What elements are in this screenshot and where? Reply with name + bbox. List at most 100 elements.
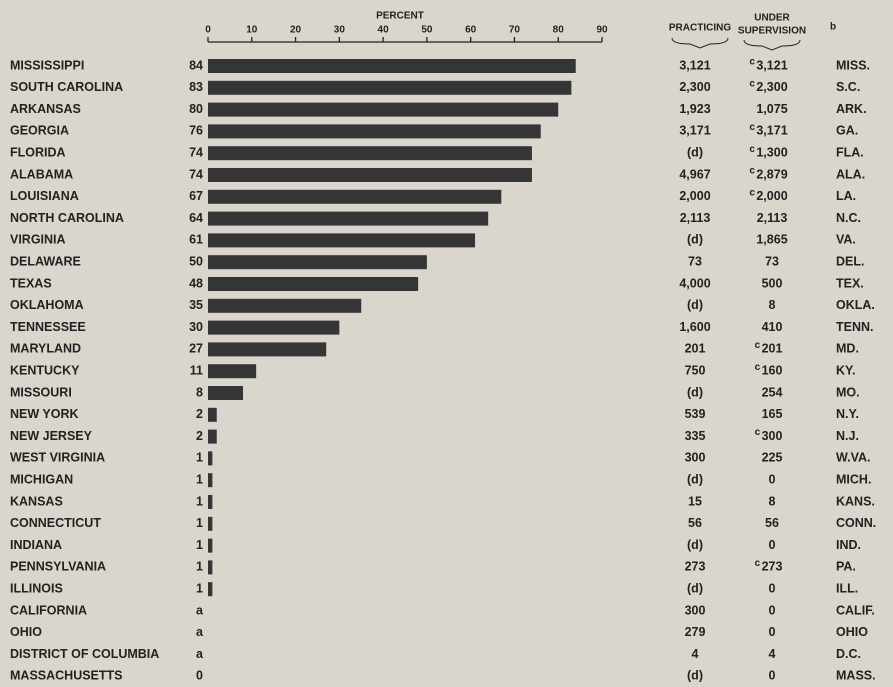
row-label: GEORGIA xyxy=(10,124,69,138)
value-label: 64 xyxy=(189,211,203,225)
practicing-cell: 1,923 xyxy=(679,102,710,116)
abbreviation: MISS. xyxy=(836,58,870,72)
supervision-note: c xyxy=(749,144,755,155)
abbreviation: ARK. xyxy=(836,102,867,116)
bar xyxy=(208,364,257,379)
practicing-cell: 273 xyxy=(685,560,706,574)
x-tick-label: 50 xyxy=(421,25,433,36)
supervision-cell: 8 xyxy=(769,494,776,508)
abbreviation: W.VA. xyxy=(836,451,871,465)
supervision-cell: 0 xyxy=(769,669,776,683)
row-label: PENNSYLVANIA xyxy=(10,560,106,574)
row-label: LOUISIANA xyxy=(10,189,79,203)
supervision-cell: 73 xyxy=(765,254,779,268)
practicing-cell: (d) xyxy=(687,233,703,247)
supervision-cell: 201 xyxy=(762,342,783,356)
practicing-cell: 3,171 xyxy=(679,124,710,138)
supervision-note: c xyxy=(755,558,761,569)
practicing-cell: 1,600 xyxy=(679,320,710,334)
bar xyxy=(208,516,213,531)
row-label: NORTH CAROLINA xyxy=(10,211,124,225)
row-label: MISSOURI xyxy=(10,385,72,399)
value-label: 11 xyxy=(190,363,203,377)
row-label: TENNESSEE xyxy=(10,320,86,334)
bar xyxy=(208,451,213,466)
abbreviation: GA. xyxy=(836,124,858,138)
column-header: SUPERVISION xyxy=(738,26,806,37)
row-label: ARKANSAS xyxy=(10,102,81,116)
bar xyxy=(208,582,213,597)
row-label: MASSACHUSETTS xyxy=(10,669,123,683)
bar xyxy=(208,342,327,357)
supervision-cell: 1,075 xyxy=(756,102,787,116)
row-label: WEST VIRGINIA xyxy=(10,451,105,465)
abbreviation: MD. xyxy=(836,342,859,356)
supervision-cell: 3,121 xyxy=(756,58,787,72)
supervision-cell: 1,865 xyxy=(756,233,787,247)
bar xyxy=(208,233,476,248)
supervision-cell: 0 xyxy=(769,581,776,595)
value-label: 84 xyxy=(189,58,203,72)
abbreviation: N.Y. xyxy=(836,407,859,421)
bar xyxy=(208,473,213,488)
abbreviation: OKLA. xyxy=(836,298,875,312)
practicing-cell: 279 xyxy=(685,625,706,639)
supervision-note: c xyxy=(755,362,761,373)
row-label: CALIFORNIA xyxy=(10,603,87,617)
bar xyxy=(208,277,419,291)
row-label: VIRGINIA xyxy=(10,233,66,247)
bar xyxy=(208,298,362,313)
value-label: 35 xyxy=(189,298,203,312)
row-label: ILLINOIS xyxy=(10,581,63,595)
value-label: 1 xyxy=(196,538,203,552)
practicing-cell: 300 xyxy=(685,603,706,617)
bar xyxy=(208,429,217,444)
abbreviation: VA. xyxy=(836,233,856,247)
row-label: NEW YORK xyxy=(10,407,79,421)
abbreviation: OHIO xyxy=(836,625,868,639)
abbreviation: ILL. xyxy=(836,581,858,595)
abbreviation: MASS. xyxy=(836,669,876,683)
value-label: 67 xyxy=(189,189,203,203)
value-label: 83 xyxy=(189,80,203,94)
supervision-cell: 4 xyxy=(769,647,776,661)
column-header: UNDER xyxy=(754,13,790,24)
abbreviation: DEL. xyxy=(836,254,864,268)
supervision-note: c xyxy=(749,78,755,89)
supervision-cell: 0 xyxy=(769,625,776,639)
abbreviation: ALA. xyxy=(836,167,865,181)
bar xyxy=(208,80,572,95)
x-tick-label: 40 xyxy=(378,25,390,36)
value-label: 27 xyxy=(189,342,203,356)
supervision-cell: 56 xyxy=(765,516,779,530)
x-tick-label: 80 xyxy=(553,25,565,36)
practicing-cell: 4 xyxy=(692,647,699,661)
bar xyxy=(208,560,213,575)
x-tick-label: 90 xyxy=(596,25,608,36)
header-note: b xyxy=(830,22,836,33)
bar xyxy=(208,189,502,204)
row-label: ALABAMA xyxy=(10,167,73,181)
row-label: SOUTH CAROLINA xyxy=(10,80,123,94)
abbreviation: KANS. xyxy=(836,494,875,508)
supervision-cell: 0 xyxy=(769,538,776,552)
supervision-cell: 2,300 xyxy=(756,80,787,94)
row-label: FLORIDA xyxy=(10,145,66,159)
supervision-cell: 8 xyxy=(769,298,776,312)
abbreviation: CALIF. xyxy=(836,603,875,617)
brace xyxy=(743,39,801,51)
supervision-cell: 0 xyxy=(769,603,776,617)
value-label: a xyxy=(196,625,204,639)
row-label: INDIANA xyxy=(10,538,62,552)
value-label: 1 xyxy=(196,472,203,486)
supervision-note: c xyxy=(749,187,755,198)
supervision-cell: 2,879 xyxy=(756,167,787,181)
supervision-cell: 2,000 xyxy=(756,189,787,203)
practicing-cell: (d) xyxy=(687,145,703,159)
value-label: 48 xyxy=(189,276,203,290)
bar xyxy=(208,102,559,117)
row-label: NEW JERSEY xyxy=(10,429,93,443)
supervision-cell: 254 xyxy=(762,385,783,399)
column-header: PRACTICING xyxy=(669,23,731,34)
practicing-cell: 3,121 xyxy=(679,58,710,72)
